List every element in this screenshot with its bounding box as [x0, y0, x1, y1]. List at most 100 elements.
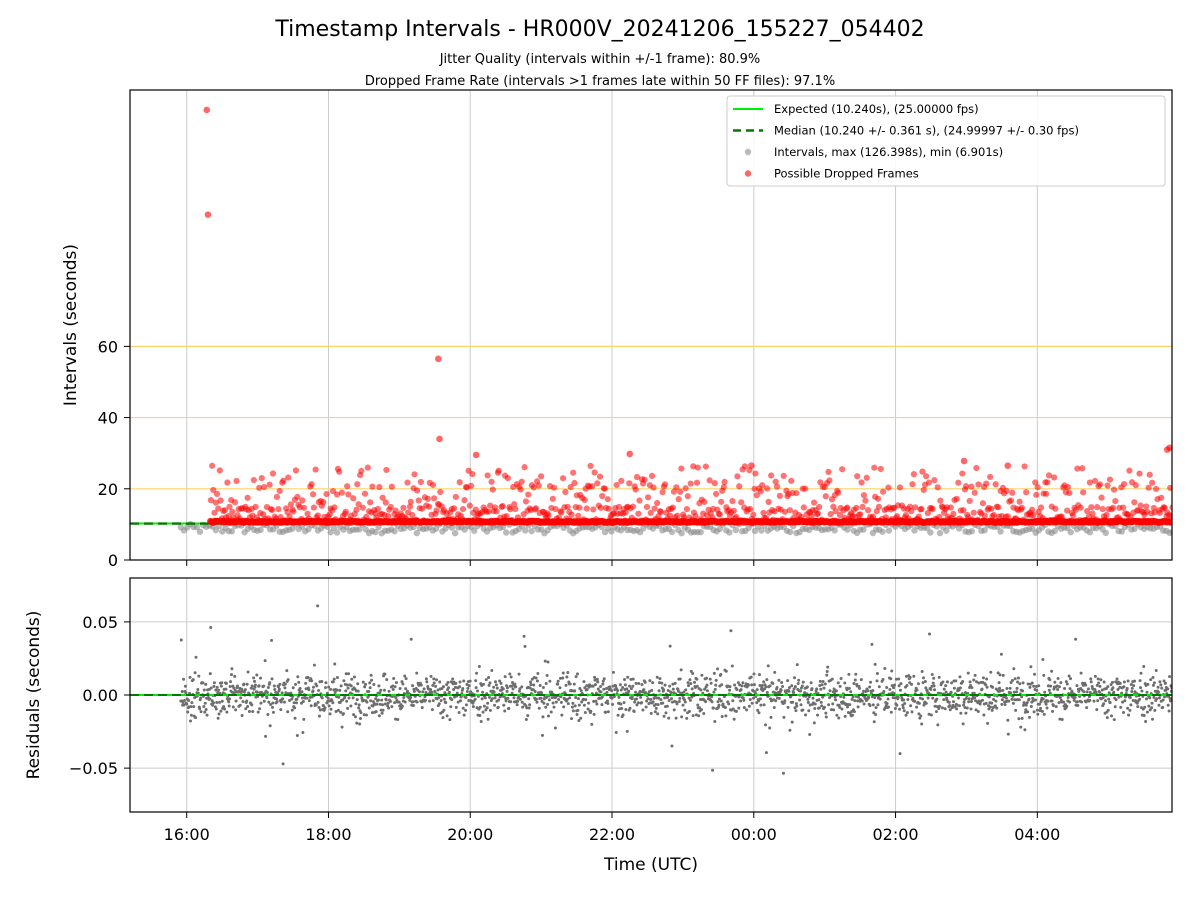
residual-point: [739, 699, 743, 703]
residual-point: [1121, 700, 1125, 704]
residual-point: [1161, 698, 1165, 702]
residual-point: [189, 705, 193, 709]
residual-point: [685, 716, 689, 720]
residual-point: [686, 681, 690, 685]
residual-point: [842, 695, 846, 699]
residual-point: [203, 710, 207, 714]
residual-point: [1120, 691, 1124, 695]
residual-point: [222, 705, 226, 709]
dropped-point: [931, 477, 938, 484]
residual-point: [1050, 669, 1054, 673]
residual-point: [932, 684, 936, 688]
residual-point: [585, 684, 589, 688]
interval-point: [451, 529, 459, 537]
residual-point: [709, 681, 713, 685]
dropped-point: [747, 506, 754, 513]
residual-point: [747, 704, 751, 708]
residual-point: [980, 687, 984, 691]
dropped-point: [345, 491, 352, 498]
residual-point: [1054, 705, 1058, 709]
dropped-point: [310, 504, 317, 511]
residual-point: [780, 681, 784, 685]
dropped-point: [285, 474, 292, 481]
residual-point: [306, 675, 310, 679]
residual-point: [544, 682, 548, 686]
residual-point: [523, 644, 527, 648]
residual-point: [699, 708, 703, 712]
residual-point: [1138, 697, 1142, 701]
residual-point: [396, 718, 400, 722]
residual-point: [539, 696, 543, 700]
residual-point: [634, 681, 638, 685]
interval-point: [1051, 527, 1059, 535]
residual-point: [576, 672, 580, 676]
residual-point: [651, 700, 655, 704]
residual-point: [862, 702, 866, 706]
residual-point: [481, 710, 485, 714]
residual-point: [435, 678, 439, 682]
residual-point: [1028, 685, 1032, 689]
residual-point: [380, 711, 384, 715]
dropped-point: [364, 464, 371, 471]
residual-point: [670, 700, 674, 704]
residual-point: [429, 674, 433, 678]
dropped-point: [592, 516, 600, 523]
interval-point: [911, 527, 918, 534]
residual-point: [698, 706, 702, 710]
dropped-point: [338, 489, 345, 496]
residual-point: [1060, 718, 1064, 722]
residual-point: [228, 697, 232, 701]
residual-point: [371, 704, 375, 708]
residual-point: [678, 696, 682, 700]
residual-point: [966, 671, 970, 675]
residual-point: [890, 669, 894, 673]
residual-point: [948, 708, 952, 712]
residual-point: [713, 719, 717, 723]
residual-point: [437, 696, 441, 700]
dropped-point: [477, 517, 484, 524]
residual-point: [194, 716, 198, 720]
dropped-point: [575, 512, 582, 519]
dropped-point: [754, 517, 762, 524]
residual-point: [404, 677, 408, 681]
dropped-point: [286, 513, 293, 520]
residual-point: [902, 698, 906, 702]
residual-point: [752, 696, 756, 700]
dropped-point: [567, 483, 574, 491]
residual-point: [527, 697, 531, 701]
residual-point: [668, 684, 672, 688]
top-y-tick-label: 0: [108, 551, 118, 570]
residual-point: [520, 685, 524, 689]
residual-point: [434, 684, 438, 688]
dropped-point-outlier: [436, 435, 443, 443]
residual-point: [998, 686, 1002, 690]
residual-point: [447, 690, 451, 694]
dropped-point: [1037, 504, 1045, 511]
residual-point: [1059, 681, 1063, 685]
residual-point: [372, 682, 376, 686]
residual-point: [916, 682, 920, 686]
residual-point: [765, 678, 769, 682]
residual-point: [485, 706, 489, 710]
x-tick-label: 04:00: [1014, 825, 1060, 844]
dropped-point: [562, 488, 569, 496]
residual-point: [1102, 680, 1106, 684]
residual-point: [355, 698, 359, 702]
dropped-point: [853, 504, 860, 511]
dropped-point-outlier: [1166, 444, 1172, 452]
residual-point: [1068, 700, 1072, 704]
residual-point: [601, 679, 605, 683]
residual-point: [217, 712, 221, 716]
dropped-point: [260, 511, 267, 518]
residual-point: [592, 712, 596, 716]
dropped-point: [918, 505, 925, 513]
residual-point: [478, 705, 482, 709]
dropped-point: [981, 512, 988, 519]
interval-point: [936, 529, 944, 537]
residual-point: [255, 690, 259, 694]
residual-point: [695, 684, 699, 688]
dropped-point: [518, 478, 525, 485]
dropped-point: [687, 480, 694, 487]
interval-point: [196, 528, 204, 535]
residual-point: [1039, 706, 1043, 710]
